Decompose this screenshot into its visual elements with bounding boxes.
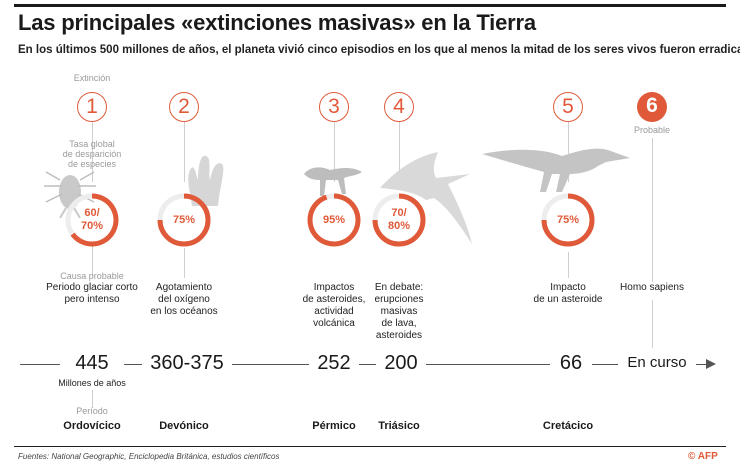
guide-line-5b [568, 252, 569, 278]
cause-4: En debate: erupciones masivas de lava, a… [374, 282, 424, 341]
period-1: Ordovícico [63, 420, 121, 432]
gauge-arc [372, 193, 426, 247]
event-number-4: 4 [384, 92, 414, 122]
guide-line-6 [652, 138, 653, 282]
year-3: 252 [309, 352, 359, 375]
cause-6: Homo sapiens [620, 282, 684, 293]
rate-gauge-2 [157, 193, 211, 247]
rate-gauge-3 [307, 193, 361, 247]
rate-value-2: 75% [172, 214, 196, 226]
year-2: 360-375 [142, 352, 232, 375]
cause-2: Agotamiento del oxígeno en los océanos [150, 282, 218, 317]
event-number-3: 3 [319, 92, 349, 122]
rate-gauge-1 [65, 193, 119, 247]
year-4: 200 [376, 352, 426, 375]
gauge-arc [307, 193, 361, 247]
event-number-6: 6 [637, 92, 667, 122]
page-title: Las principales «extinciones masivas» en… [18, 10, 536, 35]
rate-value-3: 95% [322, 214, 346, 226]
rate-gauge-5 [541, 193, 595, 247]
event-number-5: 5 [553, 92, 583, 122]
year-5: 66 [550, 352, 592, 375]
cause-label: Causa probable [60, 271, 124, 281]
source-note: Fuentes: National Geographic, Encicloped… [18, 452, 280, 461]
afp-logo: © AFP [688, 451, 718, 462]
year-1: 445 [60, 352, 124, 375]
guide-line-6b [652, 300, 653, 348]
gauge-arc [70, 193, 119, 247]
cause-5: Impacto de un asteroide [533, 282, 603, 305]
guide-line-1c [92, 390, 93, 408]
extinction-label: Extinción [73, 73, 111, 83]
guide-line-1b [92, 246, 93, 276]
period-2: Devónico [159, 420, 209, 432]
dinosaur-silhouette-icon [482, 148, 630, 192]
guide-line-5 [568, 122, 569, 182]
millions-label: Millones de años [58, 378, 126, 388]
period-3: Pérmico [312, 420, 356, 432]
gauge-arc [157, 193, 211, 247]
event-number-1: 1 [77, 92, 107, 122]
period-4: Triásico [378, 420, 420, 432]
rate-label: Tasa global de desparición de especies [62, 139, 122, 169]
page-subtitle: En los últimos 500 millones de años, el … [18, 44, 740, 56]
timeline-arrow-icon [706, 359, 716, 369]
reptile-silhouette-icon [304, 167, 362, 196]
pterosaur-silhouette-icon [380, 152, 472, 244]
rate-value-1: 60/ 70% [80, 207, 104, 232]
guide-line-1 [92, 122, 93, 182]
gauge-arc [541, 193, 595, 247]
period-label: Período [76, 406, 108, 416]
timeline-axis [20, 364, 710, 365]
probable-label: Probable [633, 125, 671, 135]
period-5: Cretácico [542, 420, 594, 432]
rate-gauge-4 [372, 193, 426, 247]
cause-1: Periodo glaciar corto pero intenso [46, 282, 138, 305]
rate-value-5: 75% [556, 214, 580, 226]
guide-line-4 [399, 122, 400, 182]
guide-line-3 [334, 122, 335, 182]
top-rule [14, 4, 726, 7]
guide-line-2b [184, 248, 185, 278]
year-6: En curso [618, 354, 696, 371]
rate-value-4: 70/ 80% [387, 207, 411, 232]
coral-silhouette-icon [188, 155, 224, 206]
bottom-rule [14, 446, 726, 447]
cause-3: Impactos de asteroides, actividad volcán… [302, 282, 366, 329]
guide-line-2 [184, 122, 185, 182]
event-number-2: 2 [169, 92, 199, 122]
